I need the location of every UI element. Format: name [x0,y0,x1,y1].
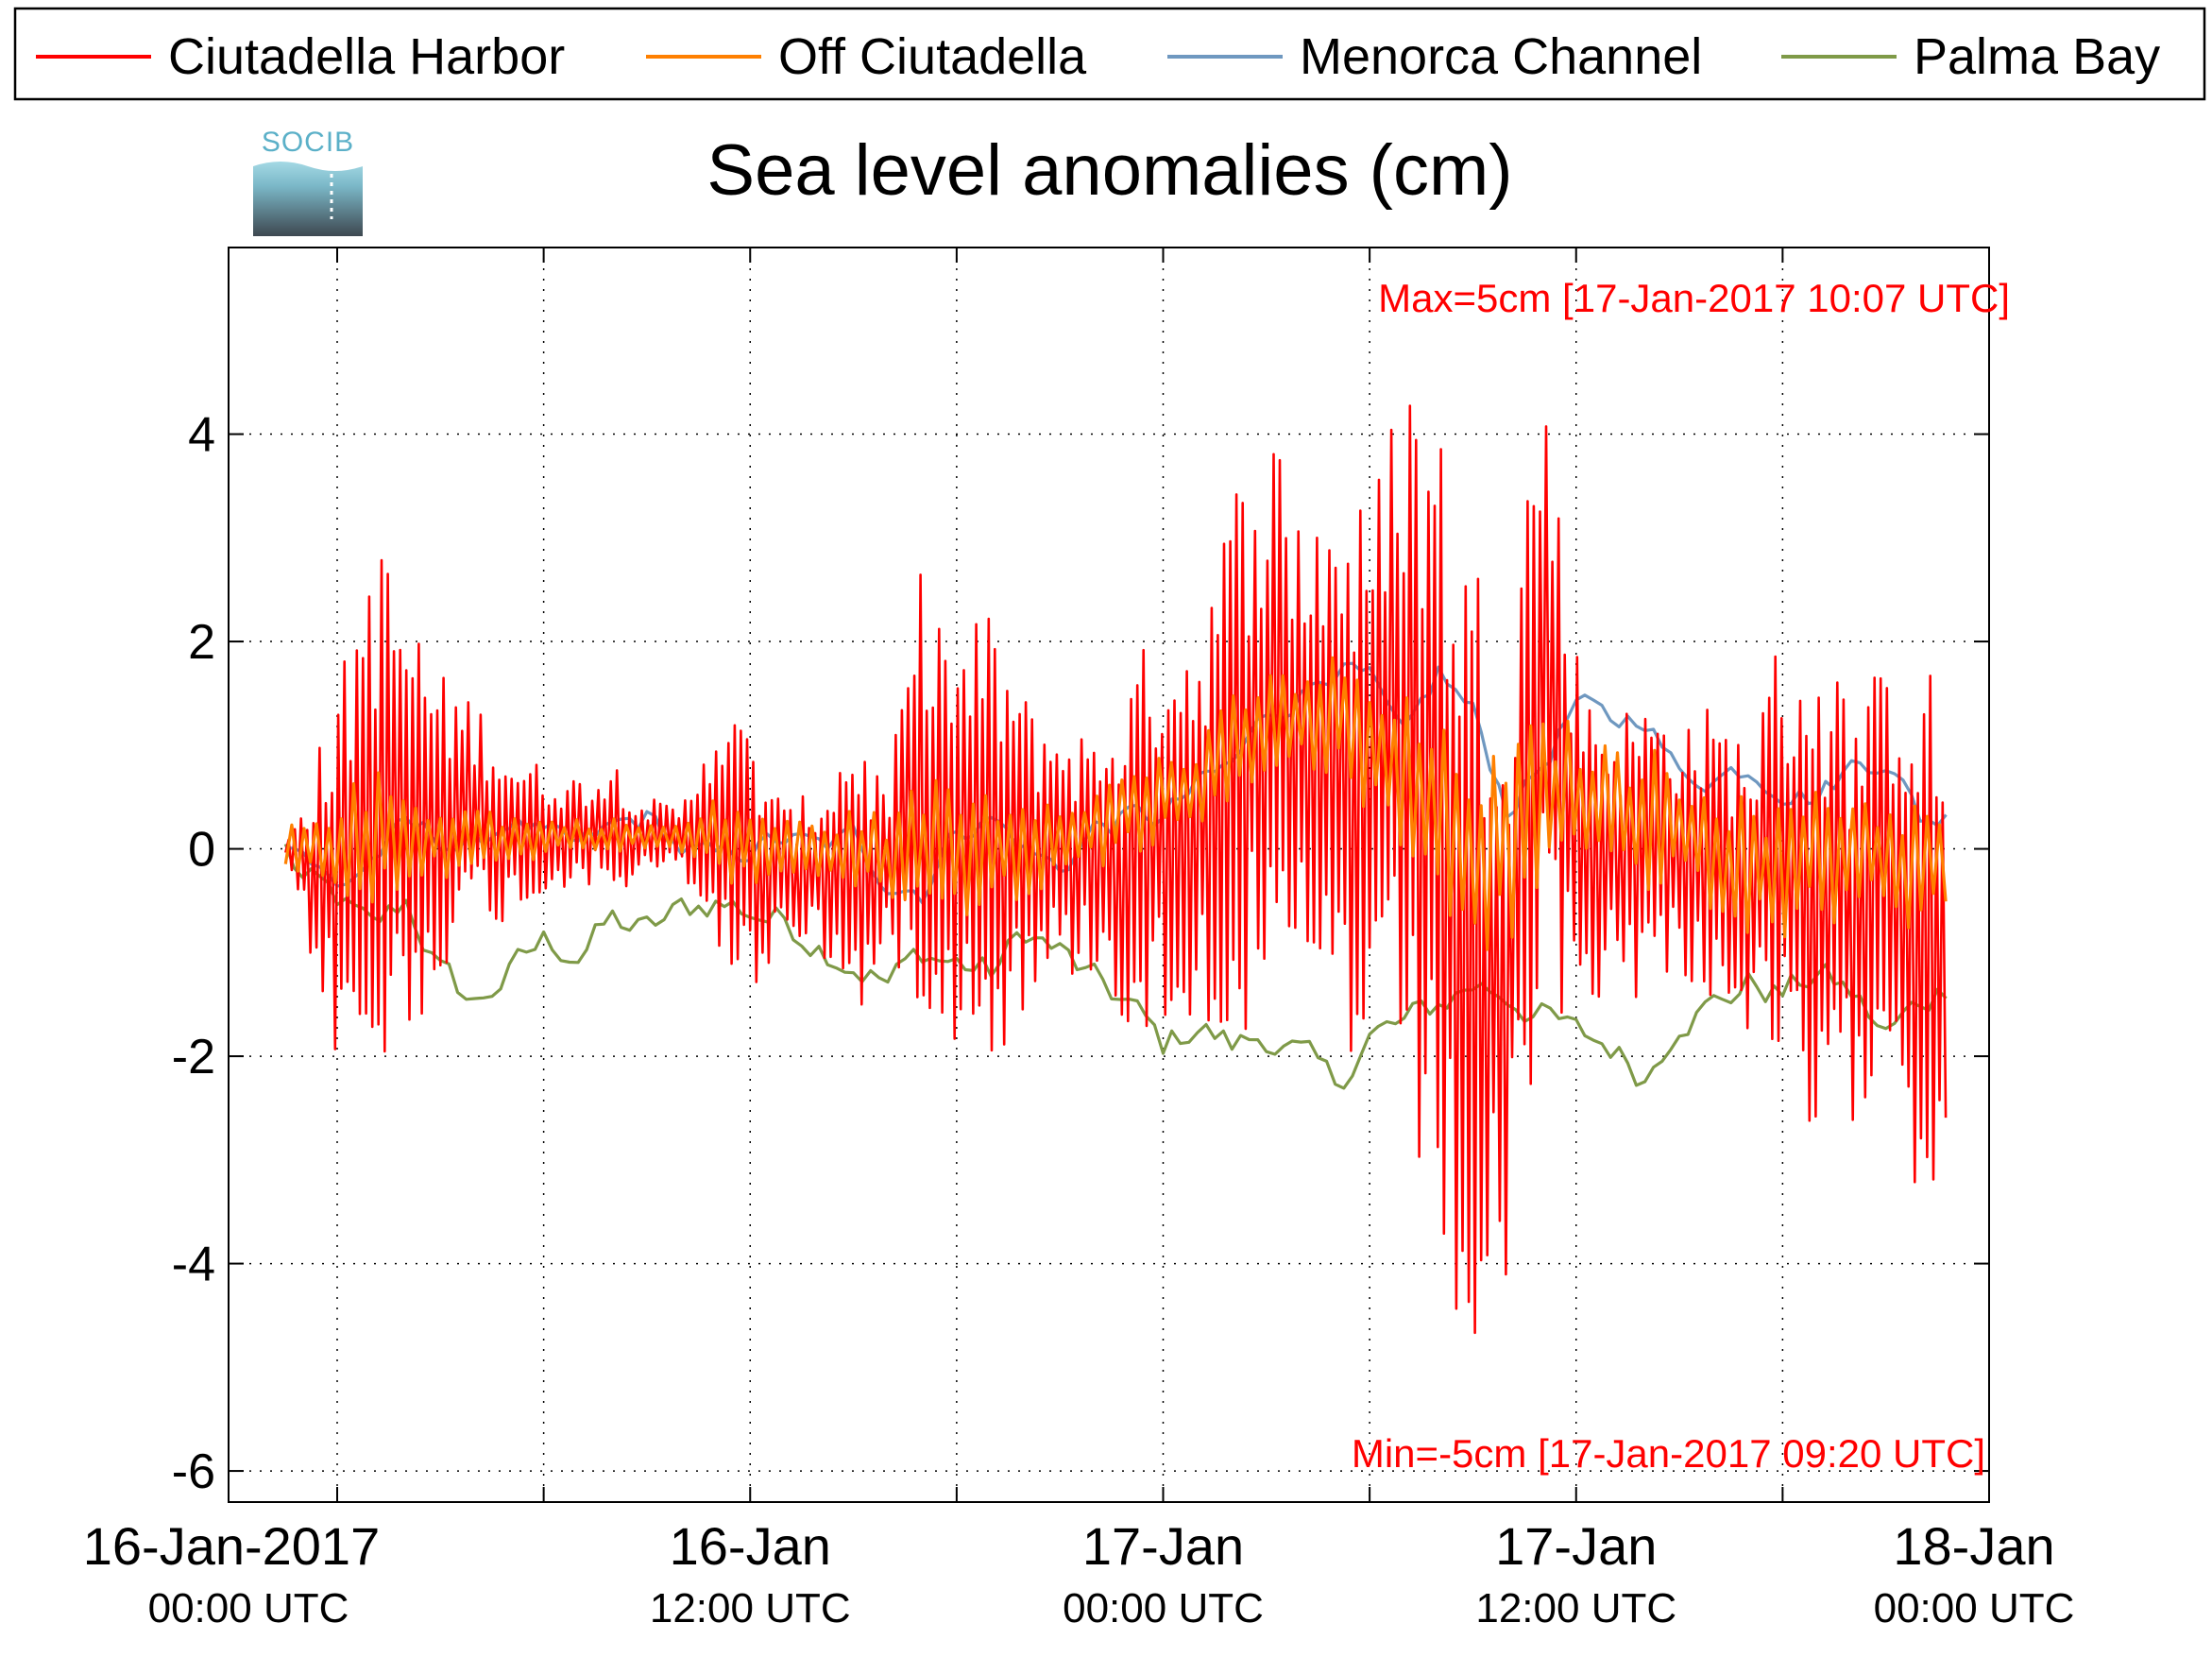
y-axis-tick-labels: 4 2 0 -2 -4 -6 [172,408,215,1500]
y-tick-label: 4 [188,408,215,463]
x-tick-label-date: 18-Jan [1893,1516,2054,1576]
x-axis-tick-labels: 16-Jan-2017 00:00 UTC 16-Jan 12:00 UTC 17-Ja… [83,1516,2075,1631]
legend-item-menorca-channel: Menorca Channel [1167,28,1702,85]
x-tick-label-time: 00:00 UTC [1874,1585,2075,1631]
y-tick-label: 0 [188,823,215,878]
legend-item-off-ciutadella: Off Ciutadella [646,28,1087,85]
series-line-palma-bay [283,843,1948,1090]
logo-wave [253,159,363,171]
x-tick-label-date: 16-Jan-2017 [83,1516,380,1576]
x-tick-label-time: 12:00 UTC [650,1585,851,1631]
x-tick-label-time: 12:00 UTC [1475,1585,1676,1631]
legend-box [13,7,2206,101]
logo-text: SOCIB [262,127,354,158]
x-tick-label-time: 00:00 UTC [148,1585,349,1631]
legend-label: Menorca Channel [1300,28,1702,85]
logo-block [253,159,363,236]
series-line-off-ciutadella [283,656,1948,951]
y-tick-label: -4 [172,1238,215,1292]
legend-label: Off Ciutadella [778,28,1087,85]
chart-title: Sea level anomalies (cm) [706,130,1512,211]
x-tick-label-time: 00:00 UTC [1063,1585,1264,1631]
x-tick-label-date: 17-Jan [1082,1516,1244,1576]
x-tick-label-date: 17-Jan [1495,1516,1657,1576]
legend-label: Ciutadella Harbor [168,28,565,85]
max-annotation: Max=5cm [17-Jan-2017 10:07 UTC] [1378,276,2010,320]
y-tick-label: -6 [172,1444,215,1499]
legend-label: Palma Bay [1914,28,2160,85]
series-layer [283,404,1948,1335]
x-tick-label-date: 16-Jan [670,1516,831,1576]
y-tick-label: 2 [188,615,215,670]
legend-item-palma-bay: Palma Bay [1781,28,2160,85]
y-tick-label: -2 [172,1030,215,1085]
plot-frame [228,247,1990,1503]
legend-item-ciutadella-harbor: Ciutadella Harbor [36,28,565,85]
axis-ticks [229,248,1990,1502]
legend: Ciutadella Harbor Off Ciutadella Menorca… [13,7,2206,101]
socib-logo: SOCIB [253,127,363,236]
min-annotation: Min=-5cm [17-Jan-2017 09:20 UTC] [1352,1431,1985,1476]
